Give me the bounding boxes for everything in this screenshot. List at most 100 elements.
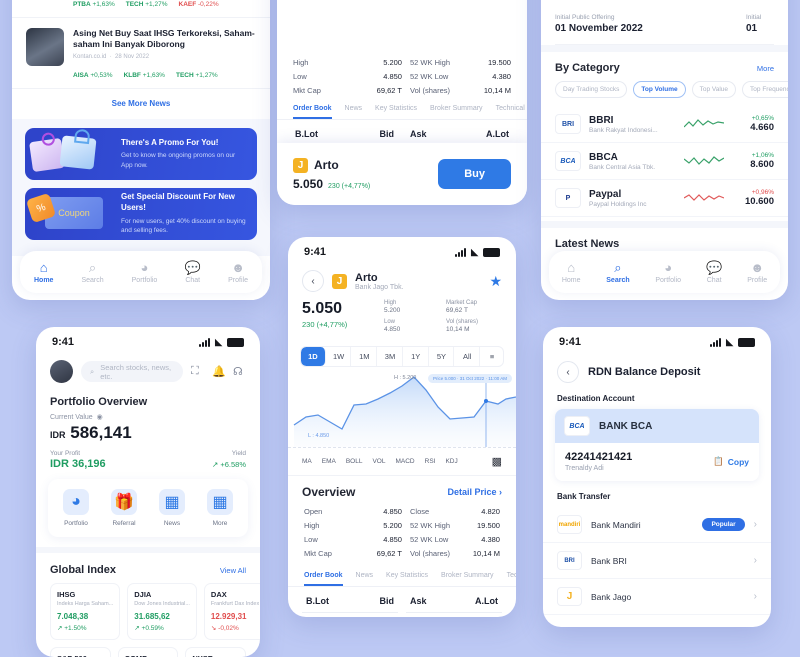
- range-1y[interactable]: 1Y: [404, 347, 429, 366]
- indicator-rsi[interactable]: RSI: [424, 458, 436, 465]
- promo-banner-discount[interactable]: Coupon% Get Special Discount For New Use…: [25, 188, 257, 240]
- gift-illustration: [25, 128, 121, 180]
- chart-settings-icon[interactable]: ≡: [489, 352, 495, 361]
- bank-transfer-label: Bank Transfer: [557, 492, 611, 501]
- tag-chip[interactable]: TECH +1,27%: [175, 72, 218, 79]
- index-card[interactable]: COMP: [117, 647, 179, 657]
- back-button[interactable]: ‹: [557, 361, 579, 383]
- see-more-news-link[interactable]: See More News: [111, 99, 171, 108]
- range-1d[interactable]: 1D: [301, 347, 326, 366]
- stat-row: Low 4.850 52 WK Low 4.380: [304, 534, 500, 544]
- tab-search[interactable]: ⌕ Search: [81, 261, 103, 284]
- quick-action-more[interactable]: ▦ More: [196, 489, 244, 527]
- favorite-star-icon[interactable]: ★: [489, 272, 502, 289]
- overview-header: Overview Detail Price ›: [288, 476, 516, 504]
- tab-profile[interactable]: ☻ Profile: [228, 261, 248, 284]
- indicator-ma[interactable]: MA: [302, 458, 312, 465]
- tab-technical[interactable]: Technical: [506, 572, 516, 579]
- tab-news[interactable]: News: [344, 105, 363, 112]
- quick-action-portfolio[interactable]: ◕ Portfolio: [52, 489, 100, 527]
- price-chart[interactable]: H : 5.200 L : 4.850 Price 5.000 · 31 Oct…: [288, 373, 516, 447]
- tag-chip[interactable]: TECH +1,27%: [125, 1, 168, 8]
- promo-subtitle: Get to know the ongoing promos on our Ap…: [121, 152, 236, 169]
- index-card[interactable]: NYSE: [185, 647, 247, 657]
- list-item-bank-mandiri[interactable]: mandiri Bank Mandiri Popular ›: [543, 507, 771, 543]
- index-grid: IHSG Indeks Harga Saham... 7.048,38 ↗ +1…: [36, 576, 260, 640]
- range-1m[interactable]: 1M: [352, 347, 378, 366]
- chevron-right-icon: ›: [753, 591, 757, 602]
- quick-action-referral[interactable]: 🎁 Referral: [100, 489, 148, 527]
- indicator-vol[interactable]: VOL: [372, 458, 386, 465]
- tab-chat[interactable]: 💬 Chat: [706, 261, 722, 284]
- tab-order-book[interactable]: Order Book: [293, 105, 332, 119]
- account-number-row: 42241421421 Trenaldy Adi 📋 Copy: [555, 443, 759, 481]
- range-all[interactable]: All: [455, 347, 481, 366]
- index-card[interactable]: IHSG Indeks Harga Saham... 7.048,38 ↗ +1…: [50, 583, 121, 640]
- tag-chip[interactable]: KAEF -0,22%: [178, 1, 219, 8]
- current-value: IDR 586,141: [50, 423, 132, 442]
- avatar[interactable]: [50, 360, 73, 383]
- promo-title: There's A Promo For You!: [121, 137, 219, 147]
- cellular-signal-icon: [199, 337, 211, 347]
- tag-chip[interactable]: KLBF +1,63%: [123, 72, 165, 79]
- indicator-macd[interactable]: MACD: [395, 458, 415, 465]
- tab-portfolio[interactable]: ◕ Portfolio: [132, 261, 158, 284]
- eye-toggle-icon[interactable]: ◉: [96, 414, 103, 421]
- table-row[interactable]: 5.05080: [406, 613, 502, 618]
- list-item[interactable]: P Paypal Paypal Holdings Inc +0,96% 10.6…: [541, 180, 788, 217]
- tab-chat[interactable]: 💬 Chat: [185, 261, 201, 284]
- news-article[interactable]: Asing Net Buy Saat IHSG Terkoreksi, Saha…: [12, 18, 270, 66]
- cat-tab-day-trading[interactable]: Day Trading Stocks: [555, 81, 628, 98]
- list-item[interactable]: BRI BBRI Bank Rakyat Indonesi... +0,65% …: [541, 106, 788, 143]
- index-card[interactable]: DAX Frankfurt Dax Index 12.929,31 ↘ -0,0…: [203, 583, 260, 640]
- price-area-chart: [293, 376, 516, 447]
- tag-chip[interactable]: PTBA +1,63%: [73, 1, 115, 8]
- index-card[interactable]: S&P 500: [50, 647, 111, 657]
- tag-chip[interactable]: AISA +0,53%: [73, 72, 113, 79]
- copy-icon: 📋: [713, 456, 724, 466]
- cat-tab-top-value[interactable]: Top Value: [691, 81, 737, 98]
- list-item-bank-jago[interactable]: J Bank Jago ›: [543, 579, 771, 615]
- back-button[interactable]: ‹: [302, 270, 324, 292]
- quick-action-news[interactable]: ▦ News: [148, 489, 196, 527]
- tab-home[interactable]: ⌂ Home: [34, 261, 53, 284]
- tab-key-statistics[interactable]: Key Statistics: [375, 105, 418, 112]
- table-row[interactable]: 4.3905.000: [302, 613, 398, 618]
- indicator-boll[interactable]: BOLL: [345, 458, 363, 465]
- tab-search[interactable]: ⌕ Search: [606, 261, 629, 284]
- more-link[interactable]: More: [756, 63, 774, 73]
- tab-profile[interactable]: ☻ Profile: [747, 261, 767, 284]
- promo-banner-general[interactable]: There's A Promo For You! Get to know the…: [25, 128, 257, 180]
- tab-broker-summary[interactable]: Broker Summary: [441, 572, 494, 579]
- tab-key-statistics[interactable]: Key Statistics: [386, 572, 429, 579]
- pie-chart-icon: ◕: [63, 489, 89, 515]
- tab-portfolio[interactable]: ◕ Portfolio: [655, 261, 681, 284]
- index-card[interactable]: DJIA Dow Jones Industrial... 31.685,62 ↗…: [127, 583, 197, 640]
- tab-technical[interactable]: Technical: [495, 105, 525, 112]
- range-1w[interactable]: 1W: [327, 347, 352, 366]
- copy-button[interactable]: 📋 Copy: [713, 456, 749, 467]
- list-item-bank-bri[interactable]: BRI Bank BRI ›: [543, 543, 771, 579]
- range-3m[interactable]: 3M: [378, 347, 403, 366]
- tab-broker-summary[interactable]: Broker Summary: [430, 105, 483, 112]
- tab-order-book[interactable]: Order Book: [304, 572, 343, 586]
- indicator-ema[interactable]: EMA: [321, 458, 336, 465]
- view-all-link[interactable]: View All: [219, 565, 246, 575]
- cellular-signal-icon: [710, 337, 722, 347]
- wifi-icon: ◣: [215, 336, 222, 347]
- bar-chart-icon[interactable]: ▩: [491, 456, 502, 468]
- scan-icon[interactable]: ⛶: [191, 365, 199, 377]
- cat-tab-top-frequency[interactable]: Top Frequency: [742, 81, 788, 98]
- current-value-label: Current Value ◉: [50, 413, 103, 422]
- search-input[interactable]: ⌕ Search stocks, news, etc.: [81, 361, 183, 382]
- tab-news[interactable]: News: [355, 572, 374, 579]
- headset-support-icon[interactable]: ☊: [233, 366, 243, 378]
- notification-bell-icon[interactable]: 🔔: [212, 366, 226, 378]
- detail-price-link[interactable]: Detail Price ›: [447, 487, 502, 497]
- list-item[interactable]: BCA BBCA Bank Central Asia Tbk. +1,06% 8…: [541, 143, 788, 180]
- buy-button[interactable]: Buy: [438, 159, 511, 189]
- tab-home[interactable]: ⌂ Home: [562, 261, 581, 284]
- range-5y[interactable]: 5Y: [430, 347, 455, 366]
- cat-tab-top-volume[interactable]: Top Volume: [633, 81, 686, 98]
- indicator-kdj[interactable]: KDJ: [445, 458, 458, 465]
